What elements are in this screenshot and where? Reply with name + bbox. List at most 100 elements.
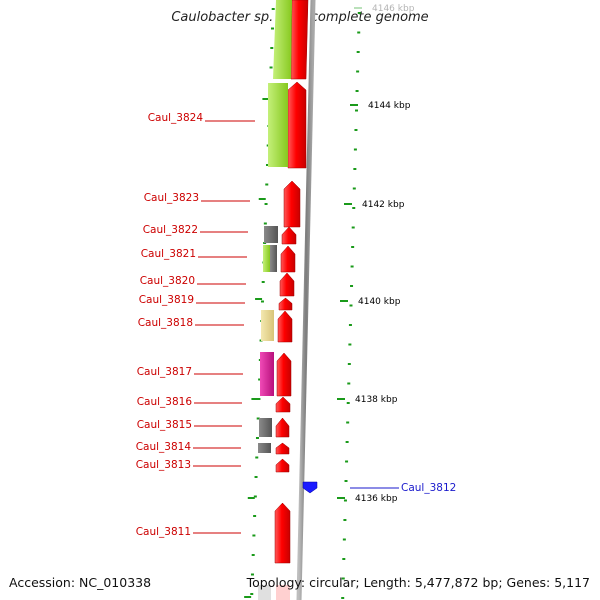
major-tick (350, 104, 358, 106)
minor-tick (254, 476, 258, 478)
minor-tick (350, 285, 354, 287)
gene-label-caul_3813: Caul_3813 (136, 459, 191, 471)
kbp-label: 4138 kbp (355, 395, 398, 405)
minor-tick (344, 480, 348, 482)
gene-arrow-caul_3821 (280, 245, 296, 273)
gene-label-caul_3815: Caul_3815 (137, 419, 192, 431)
minor-tick (351, 246, 355, 248)
major-tick (251, 398, 259, 400)
cog-block-offscreen (273, 0, 292, 79)
gene-arrow-caul_3815 (275, 417, 290, 438)
major-tick (340, 300, 348, 302)
cog-block-offscreen (258, 585, 271, 600)
minor-tick (270, 27, 274, 30)
gene-arrow-caul_3824 (287, 81, 307, 169)
minor-tick (347, 363, 351, 365)
minor-tick (354, 129, 358, 131)
major-tick (262, 98, 270, 100)
minor-tick (256, 417, 260, 420)
minor-tick (350, 265, 354, 268)
major-tick (247, 497, 255, 499)
gene-arrow-caul_3816 (275, 396, 291, 413)
minor-tick (355, 109, 359, 112)
gene-arrow-caul_3823 (283, 180, 301, 228)
minor-tick (261, 281, 265, 283)
minor-tick (356, 51, 360, 53)
minor-tick (257, 398, 261, 400)
minor-tick (270, 47, 274, 49)
kbp-label: 4140 kbp (358, 297, 401, 307)
minor-tick (342, 558, 346, 560)
cog-block (264, 226, 278, 243)
minor-tick (356, 70, 360, 73)
gene-label-caul_3822: Caul_3822 (143, 224, 198, 236)
gene-arrow-offscreen (276, 585, 290, 600)
minor-tick (258, 378, 262, 381)
minor-tick (253, 495, 257, 498)
minor-tick (263, 222, 267, 225)
kbp-label: 4142 kbp (362, 200, 405, 210)
gene-layer (258, 0, 318, 600)
minor-tick (250, 573, 254, 576)
cog-block (259, 418, 272, 437)
cog-block (261, 310, 274, 341)
minor-tick (357, 31, 361, 34)
gene-label-caul_3812: Caul_3812 (401, 482, 456, 494)
gene-arrow-caul_3819 (278, 297, 293, 311)
gene-arrow-offscreen (290, 0, 309, 80)
minor-tick (352, 187, 356, 190)
minor-tick (348, 343, 352, 346)
gene-label-caul_3817: Caul_3817 (137, 366, 192, 378)
minor-tick (346, 421, 350, 424)
minor-tick (357, 12, 361, 14)
gene-arrow-caul_3812 (302, 481, 318, 494)
gene-arrow-caul_3814 (275, 442, 290, 455)
minor-tick (269, 66, 273, 69)
gene-arrow-caul_3820 (279, 272, 295, 297)
gene-arrow-caul_3817 (276, 352, 292, 397)
gene-label-caul_3819: Caul_3819 (139, 294, 194, 306)
minor-tick (250, 593, 254, 595)
major-tick (344, 203, 352, 205)
minor-tick (271, 8, 275, 10)
minor-tick (341, 577, 345, 580)
minor-tick (265, 183, 269, 186)
gene-arrow-caul_3811 (274, 502, 291, 564)
gene-label-caul_3820: Caul_3820 (140, 275, 195, 287)
kbp-label: 4136 kbp (355, 494, 398, 504)
minor-tick (352, 207, 356, 209)
gene-arrow-caul_3822 (281, 226, 297, 245)
gene-label-caul_3823: Caul_3823 (144, 192, 199, 204)
minor-tick (265, 164, 269, 166)
minor-tick (351, 226, 355, 229)
gene-arrow-caul_3813 (275, 458, 290, 473)
minor-tick (355, 90, 359, 92)
gene-label-caul_3818: Caul_3818 (138, 317, 193, 329)
gene-label-caul_3811: Caul_3811 (136, 526, 191, 538)
major-tick (258, 198, 266, 200)
minor-tick (349, 304, 353, 307)
cog-block (268, 83, 288, 167)
cog-block (270, 245, 277, 272)
accession-text: Accession: NC_010338 (9, 575, 152, 590)
cog-block (263, 245, 270, 272)
minor-tick (348, 324, 352, 326)
kbp-label: 4144 kbp (368, 101, 411, 111)
gene-label-caul_3816: Caul_3816 (137, 396, 193, 408)
gene-label-caul_3814: Caul_3814 (136, 441, 192, 453)
genome-backbone (296, 0, 316, 600)
minor-tick (255, 437, 259, 439)
major-tick (244, 596, 252, 598)
minor-tick (353, 148, 357, 151)
minor-tick (347, 382, 351, 385)
major-tick (337, 497, 345, 499)
minor-tick (255, 456, 259, 459)
minor-tick (346, 402, 350, 404)
minor-tick (252, 534, 256, 537)
minor-tick (353, 168, 357, 170)
minor-tick (260, 300, 264, 303)
minor-tick (345, 441, 349, 443)
gene-label-caul_3824: Caul_3824 (148, 112, 204, 124)
minor-tick (253, 515, 257, 517)
